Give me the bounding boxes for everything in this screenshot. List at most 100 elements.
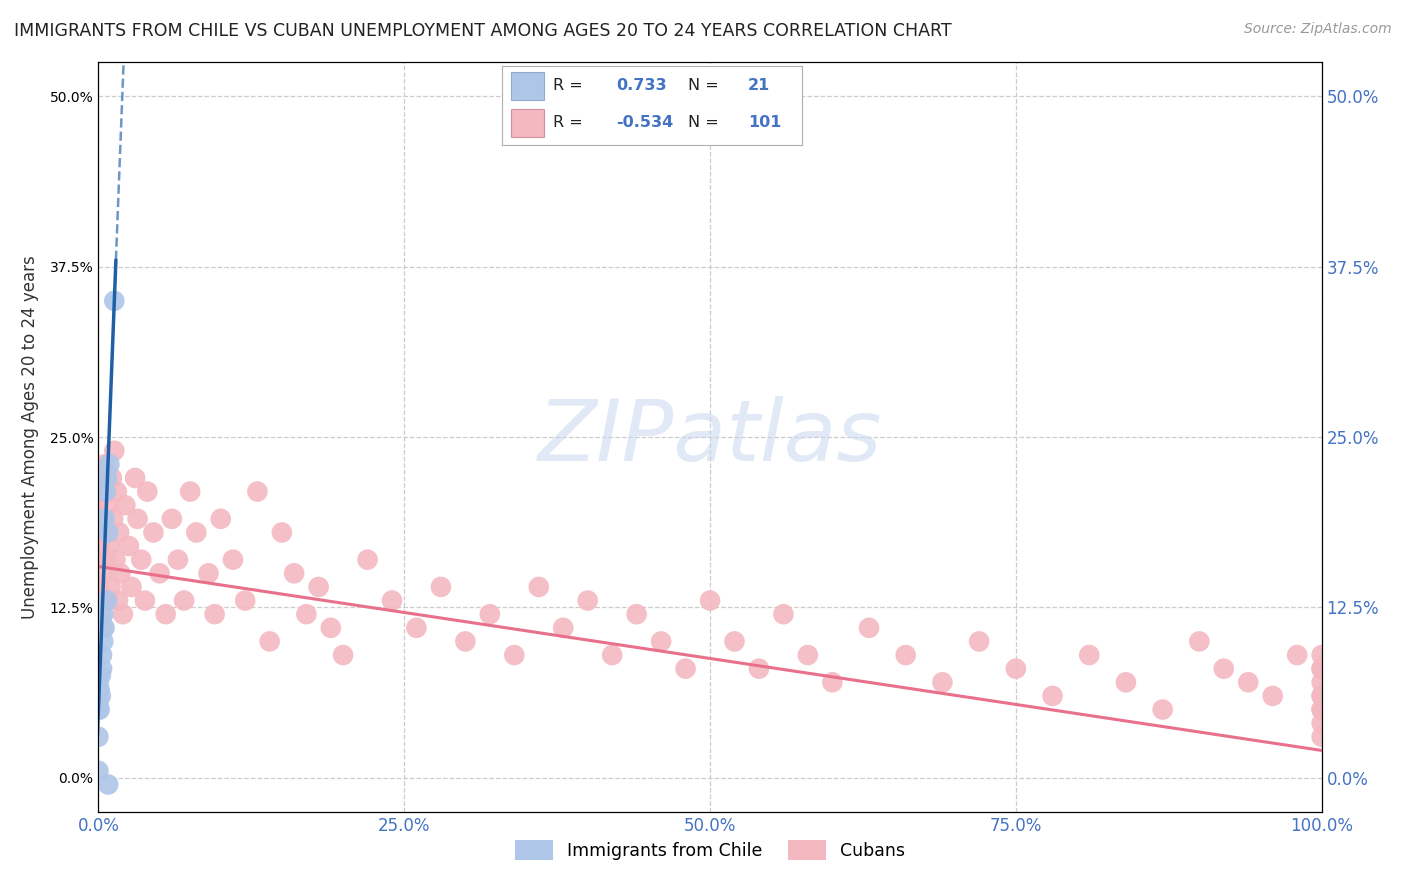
Point	[98, 458, 121, 472]
Point	[90, 689, 112, 703]
Point	[94, 484, 117, 499]
Point	[259, 634, 281, 648]
Point	[93, 525, 115, 540]
Point	[114, 498, 136, 512]
Point	[503, 648, 526, 662]
Point	[155, 607, 177, 622]
Point	[430, 580, 453, 594]
Point	[91, 484, 114, 499]
Point	[89, 702, 111, 716]
Point	[197, 566, 219, 581]
Point	[319, 621, 342, 635]
Point	[101, 512, 124, 526]
Point	[1286, 648, 1309, 662]
Point	[89, 539, 111, 553]
Legend: Immigrants from Chile, Cubans: Immigrants from Chile, Cubans	[508, 833, 912, 867]
Point	[89, 682, 111, 697]
Point	[576, 593, 599, 607]
Point	[356, 552, 378, 566]
Point	[1310, 648, 1333, 662]
Point	[1310, 702, 1333, 716]
Point	[1261, 689, 1284, 703]
Point	[93, 458, 115, 472]
Point	[93, 621, 115, 635]
Point	[894, 648, 917, 662]
Point	[90, 512, 112, 526]
Point	[1310, 702, 1333, 716]
Point	[295, 607, 318, 622]
Point	[772, 607, 794, 622]
Point	[967, 634, 990, 648]
Point	[1212, 662, 1234, 676]
Point	[454, 634, 477, 648]
Point	[699, 593, 721, 607]
Point	[222, 552, 245, 566]
Y-axis label: Unemployment Among Ages 20 to 24 years: Unemployment Among Ages 20 to 24 years	[21, 255, 38, 619]
Point	[167, 552, 190, 566]
Point	[1310, 730, 1333, 744]
Point	[91, 566, 114, 581]
Text: Source: ZipAtlas.com: Source: ZipAtlas.com	[1244, 22, 1392, 37]
Point	[209, 512, 232, 526]
Point	[553, 621, 575, 635]
Point	[96, 593, 118, 607]
Point	[87, 525, 110, 540]
Point	[96, 471, 118, 485]
Point	[87, 498, 110, 512]
Point	[110, 566, 132, 581]
Point	[1310, 662, 1333, 676]
Point	[1004, 662, 1026, 676]
Point	[626, 607, 648, 622]
Point	[186, 525, 208, 540]
Point	[858, 621, 880, 635]
Point	[142, 525, 165, 540]
Point	[405, 621, 427, 635]
Point	[675, 662, 697, 676]
Point	[129, 552, 152, 566]
Point	[103, 293, 125, 308]
Point	[97, 777, 120, 791]
Point	[1188, 634, 1211, 648]
Point	[87, 471, 110, 485]
Point	[381, 593, 404, 607]
Point	[118, 539, 141, 553]
Point	[97, 525, 120, 540]
Point	[179, 484, 201, 499]
Point	[332, 648, 354, 662]
Point	[1078, 648, 1101, 662]
Point	[1152, 702, 1174, 716]
Point	[87, 675, 110, 690]
Point	[87, 730, 110, 744]
Point	[1310, 662, 1333, 676]
Point	[107, 593, 129, 607]
Point	[134, 593, 156, 607]
Point	[270, 525, 294, 540]
Point	[108, 525, 131, 540]
Point	[204, 607, 226, 622]
Point	[748, 662, 770, 676]
Point	[931, 675, 953, 690]
Point	[1237, 675, 1260, 690]
Point	[111, 607, 134, 622]
Point	[650, 634, 672, 648]
Point	[527, 580, 550, 594]
Point	[149, 566, 172, 581]
Point	[233, 593, 256, 607]
Point	[1042, 689, 1064, 703]
Point	[1310, 689, 1333, 703]
Point	[87, 702, 110, 716]
Point	[91, 662, 114, 676]
Point	[90, 607, 112, 622]
Point	[821, 675, 844, 690]
Point	[90, 668, 112, 682]
Point	[797, 648, 820, 662]
Point	[120, 580, 142, 594]
Point	[1310, 675, 1333, 690]
Point	[723, 634, 745, 648]
Point	[103, 443, 125, 458]
Point	[124, 471, 146, 485]
Point	[91, 648, 114, 662]
Point	[104, 552, 127, 566]
Point	[91, 634, 114, 648]
Point	[98, 539, 121, 553]
